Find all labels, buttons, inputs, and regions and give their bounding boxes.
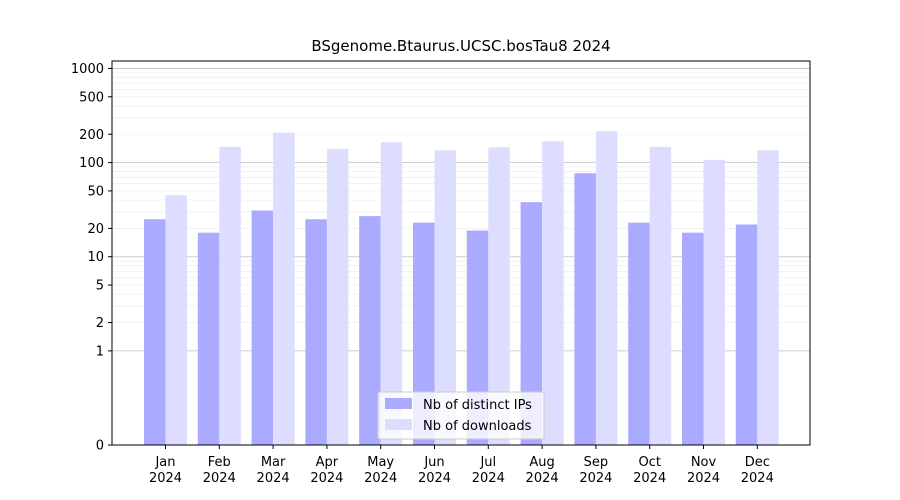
bar-distinct-ips — [520, 202, 543, 445]
y-tick-label: 0 — [96, 439, 104, 454]
bar-downloads — [649, 146, 672, 445]
y-tick-label: 10 — [87, 250, 104, 265]
legend-swatch-downloads — [385, 419, 412, 430]
bar-downloads — [703, 159, 725, 446]
bar-downloads — [434, 150, 456, 445]
y-tick-label: 2 — [96, 316, 104, 331]
x-axis: Jan2024Feb2024Mar2024Apr2024May2024Jun20… — [149, 445, 774, 486]
bar-distinct-ips — [735, 224, 758, 445]
x-tick-label-year: 2024 — [472, 471, 505, 486]
x-tick-label-year: 2024 — [310, 471, 343, 486]
x-tick-label-year: 2024 — [579, 471, 612, 486]
legend-label-ips: Nb of distinct IPs — [423, 398, 532, 413]
bar-downloads — [273, 132, 295, 446]
bar-distinct-ips — [682, 232, 704, 445]
x-tick-label-year: 2024 — [633, 471, 666, 486]
bar-downloads — [757, 150, 779, 445]
y-tick-label: 500 — [79, 90, 104, 105]
y-tick-label: 1000 — [71, 62, 104, 77]
x-tick-label-month: Oct — [638, 455, 660, 470]
legend: Nb of distinct IPs Nb of downloads — [377, 391, 545, 440]
bar-distinct-ips — [628, 222, 650, 445]
x-tick-label-month: Jul — [479, 455, 496, 470]
bar-downloads — [326, 148, 349, 445]
bar-distinct-ips — [359, 216, 381, 445]
bars — [144, 131, 779, 446]
x-tick-label-year: 2024 — [687, 471, 720, 486]
x-tick-label-year: 2024 — [364, 471, 397, 486]
bar-downloads — [165, 195, 187, 445]
x-tick-label-month: Jun — [423, 455, 444, 470]
x-tick-label-year: 2024 — [149, 471, 182, 486]
x-tick-label-month: Aug — [529, 455, 554, 470]
x-tick-label-month: May — [367, 455, 394, 470]
chart-title: BSgenome.Btaurus.UCSC.bosTau8 2024 — [311, 37, 610, 55]
y-axis: 0 1 2 5 10 20 50 100 200 500 1000 — [71, 62, 112, 454]
legend-swatch-ips — [385, 398, 412, 409]
plot-frame — [111, 60, 811, 446]
y-tick-label: 100 — [79, 156, 104, 171]
bar-distinct-ips — [305, 219, 327, 445]
x-tick-label-month: Sep — [584, 455, 609, 470]
legend-box — [377, 391, 545, 440]
bar-distinct-ips — [197, 232, 220, 445]
x-tick-label-month: Mar — [261, 455, 286, 470]
x-tick-label-year: 2024 — [741, 471, 774, 486]
bar-downloads — [219, 146, 241, 445]
x-tick-label-month: Apr — [316, 455, 339, 470]
bar-downloads — [488, 147, 510, 445]
y-tick-label: 5 — [96, 279, 104, 294]
bar-distinct-ips — [574, 173, 596, 445]
bar-distinct-ips — [413, 222, 435, 445]
bar-downloads — [380, 142, 403, 446]
y-tick-label: 20 — [87, 222, 104, 237]
legend-label-downloads: Nb of downloads — [423, 419, 532, 434]
x-tick-label-year: 2024 — [526, 471, 559, 486]
bar-distinct-ips — [144, 219, 166, 445]
x-tick-label-year: 2024 — [257, 471, 290, 486]
bar-distinct-ips — [251, 210, 274, 445]
bar-distinct-ips — [466, 230, 489, 445]
y-tick-label: 200 — [79, 128, 104, 143]
x-tick-label-year: 2024 — [418, 471, 451, 486]
x-tick-label-month: Jan — [154, 455, 175, 470]
bar-downloads — [595, 131, 618, 445]
x-tick-label-month: Feb — [208, 455, 231, 470]
y-tick-label: 1 — [96, 344, 104, 359]
x-tick-label-year: 2024 — [203, 471, 236, 486]
x-tick-label-month: Dec — [745, 455, 770, 470]
y-tick-label: 50 — [87, 184, 104, 199]
bar-downloads — [542, 141, 564, 445]
x-tick-label-month: Nov — [691, 455, 717, 470]
